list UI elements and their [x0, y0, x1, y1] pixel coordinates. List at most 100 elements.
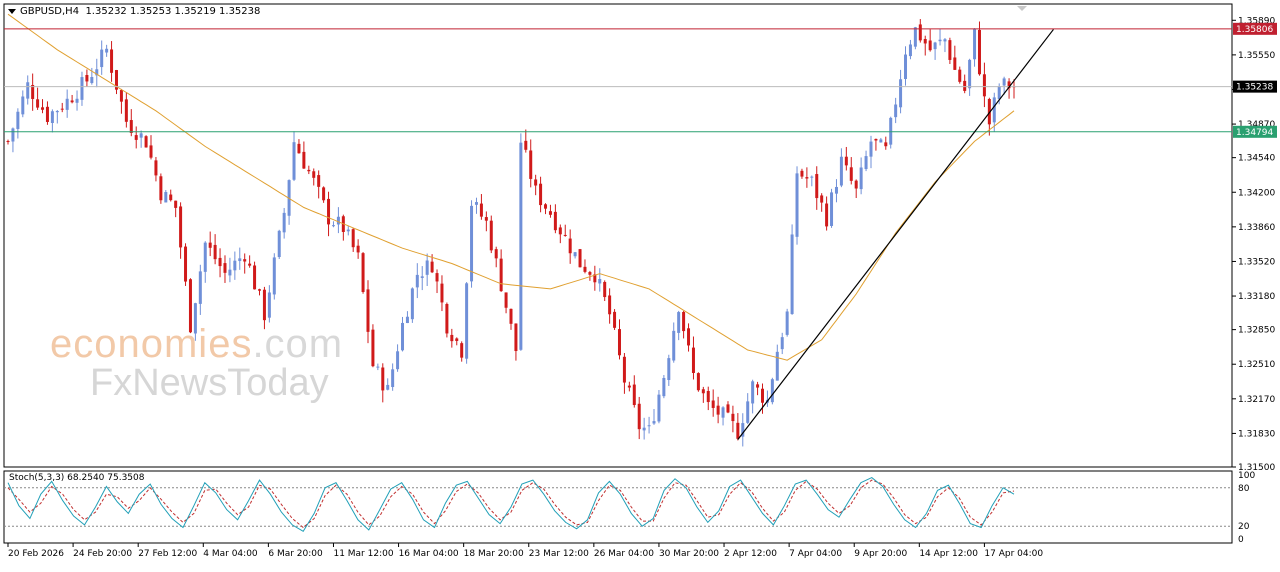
y-tick-label: 1.33180	[1238, 292, 1275, 302]
candle-body	[706, 390, 710, 403]
candle-body	[810, 176, 814, 178]
dropdown-triangle-icon[interactable]	[8, 8, 16, 14]
x-tick-label: 23 Mar 12:00	[529, 549, 589, 559]
candle-body	[987, 98, 991, 125]
resistance-price-tag	[1233, 22, 1277, 35]
candle-body	[193, 303, 197, 334]
y-tick-label: 1.31830	[1238, 429, 1275, 439]
y-tick-label: 1.33860	[1238, 223, 1275, 233]
chart-header[interactable]: GBPUSD,H4 1.35232 1.35253 1.35219 1.3523…	[8, 6, 260, 17]
candle-body	[647, 425, 651, 427]
candle-body	[756, 384, 760, 388]
stoch-tick-label: 20	[1238, 522, 1250, 532]
candle-body	[376, 366, 380, 368]
candle-body	[149, 145, 153, 158]
candle-body	[904, 54, 908, 80]
candle-body	[31, 85, 35, 99]
candle-body	[524, 140, 528, 150]
candle-body	[75, 98, 79, 103]
candle-body	[677, 312, 681, 333]
candle-body	[834, 186, 838, 194]
candle-body	[455, 338, 459, 341]
support-price-tag	[1233, 125, 1277, 138]
candle-body	[608, 295, 612, 315]
x-tick-label: 17 Apr 04:00	[984, 549, 1043, 559]
candle-body	[553, 211, 557, 231]
x-tick-label: 27 Feb 12:00	[138, 549, 197, 559]
candle-body	[307, 169, 311, 172]
candle-body	[741, 423, 745, 437]
candle-body	[95, 69, 99, 76]
candle-body	[548, 211, 552, 215]
candle-body	[573, 252, 577, 257]
stoch-tick-label: 0	[1238, 535, 1244, 545]
y-tick-label: 1.32850	[1238, 326, 1275, 336]
stoch-plot-frame	[3, 470, 1233, 544]
candle-body	[26, 82, 30, 99]
candle-body	[652, 421, 656, 424]
candle-body	[223, 263, 227, 273]
y-tick-label: 1.35890	[1238, 16, 1275, 26]
candle-body	[228, 269, 232, 276]
ascending-trendline	[737, 29, 1054, 440]
candle-body	[889, 117, 893, 145]
candle-body	[785, 311, 789, 335]
candle-body	[331, 225, 335, 227]
candle-body	[933, 42, 937, 50]
candle-body	[243, 259, 247, 262]
candle-body	[938, 39, 942, 42]
candle-body	[129, 120, 133, 133]
x-tick-label: 30 Mar 20:00	[659, 549, 719, 559]
candle-body	[691, 347, 695, 373]
candle-body	[188, 279, 192, 333]
candle-body	[445, 303, 449, 334]
candle-body	[36, 99, 40, 108]
candle-body	[282, 212, 286, 233]
candle-body	[534, 179, 538, 186]
candle-body	[751, 381, 755, 404]
candle-body	[568, 238, 572, 254]
candle-body	[874, 138, 878, 141]
moving-average-line	[7, 13, 1015, 361]
candle-body	[262, 289, 266, 321]
candle-body	[726, 404, 730, 413]
candle-body	[642, 427, 646, 431]
candle-body	[928, 40, 932, 51]
candle-body	[923, 39, 927, 44]
candle-body	[238, 258, 242, 262]
candle-body	[746, 401, 750, 423]
candle-body	[208, 242, 212, 248]
candle-body	[479, 203, 483, 217]
current-price-tag	[1233, 80, 1277, 93]
candle-body	[124, 99, 128, 122]
x-tick-label: 9 Apr 20:00	[854, 549, 907, 559]
candle-body	[470, 205, 474, 282]
candle-body	[770, 379, 774, 403]
candle-body	[405, 316, 409, 324]
watermark-tail: .com	[252, 322, 344, 366]
x-tick-label: 20 Feb 2026	[8, 549, 64, 559]
candle-body	[440, 283, 444, 303]
candle-body	[963, 80, 967, 91]
candle-body	[302, 151, 306, 169]
candle-body	[948, 40, 952, 60]
y-tick-label: 1.33520	[1238, 257, 1275, 267]
candle-body	[450, 334, 454, 342]
candle-body	[60, 108, 64, 110]
candle-body	[80, 77, 84, 100]
y-tick-label: 1.34200	[1238, 188, 1275, 198]
candle-body	[336, 216, 340, 225]
candle-body	[775, 351, 779, 381]
candle-body	[144, 136, 148, 148]
y-tick-label: 1.32510	[1238, 360, 1275, 370]
candle-body	[918, 24, 922, 41]
candle-body	[884, 142, 888, 147]
shift-marker-icon	[1017, 6, 1027, 11]
candle-body	[578, 249, 582, 268]
candle-body	[667, 358, 671, 381]
candle-body	[632, 384, 636, 406]
y-tick-label: 1.34540	[1238, 154, 1275, 164]
candle-body	[401, 322, 405, 351]
candle-body	[198, 271, 202, 304]
candle-body	[110, 49, 114, 73]
